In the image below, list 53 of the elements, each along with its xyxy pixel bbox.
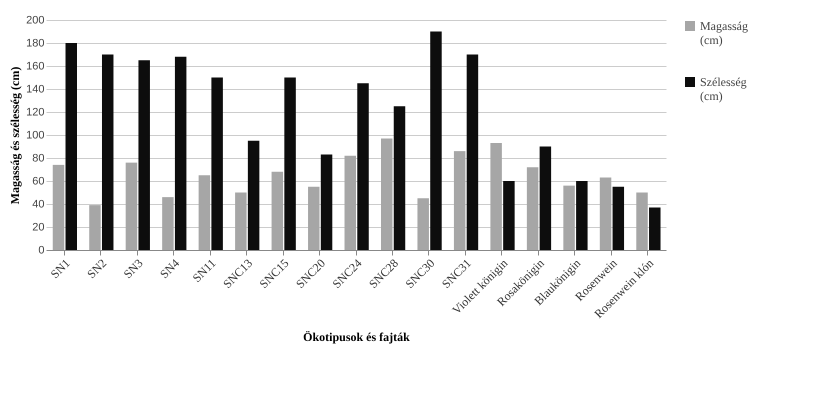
- bar: [540, 146, 552, 250]
- y-tick-label: 160: [26, 60, 44, 72]
- y-tick-label: 120: [26, 106, 44, 118]
- y-tick-label: 60: [32, 176, 44, 188]
- y-tick-label: 140: [26, 84, 44, 96]
- bar: [102, 54, 114, 250]
- y-tick-label: 100: [26, 130, 44, 142]
- bar: [344, 156, 356, 250]
- bar: [454, 151, 466, 250]
- bar: [612, 186, 624, 250]
- bar: [600, 178, 612, 250]
- bar: [52, 164, 64, 250]
- legend-label: Magasság (cm): [700, 19, 748, 47]
- bar: [430, 32, 442, 250]
- bar: [636, 192, 648, 250]
- y-tick-label: 80: [32, 152, 44, 164]
- bar: [320, 154, 332, 250]
- bar: [503, 181, 515, 250]
- y-tick-label: 40: [32, 198, 44, 210]
- bar: [89, 205, 101, 250]
- bar: [563, 186, 575, 250]
- bar: [162, 197, 174, 250]
- bar: [394, 106, 406, 250]
- y-tick-label: 180: [26, 38, 44, 50]
- bar: [211, 78, 223, 250]
- bar: [490, 143, 502, 250]
- bar: [126, 162, 138, 250]
- bar: [174, 56, 186, 250]
- y-tick-label: 200: [26, 14, 44, 26]
- bar: [576, 181, 588, 250]
- bar: [308, 186, 320, 250]
- y-axis-title: Magasság és szélesség (cm): [8, 66, 22, 204]
- y-tick-label: 20: [32, 222, 44, 234]
- bar: [357, 83, 369, 250]
- bar: [66, 43, 77, 250]
- x-axis-title: Ökotipusok és fajták: [303, 330, 410, 344]
- x-tick-label: SN3: [120, 256, 146, 282]
- x-tick-label: SN1: [48, 256, 73, 282]
- bar: [526, 167, 538, 250]
- bar: [380, 138, 392, 250]
- bar: [417, 198, 429, 250]
- bar: [235, 192, 247, 250]
- x-tick-label: SN4: [157, 256, 182, 282]
- bar: [272, 172, 284, 250]
- y-tick-label: 0: [38, 244, 44, 256]
- x-tick-label: SN2: [84, 256, 110, 282]
- bar: [138, 60, 150, 250]
- legend-label: Szélesség (cm): [700, 75, 747, 103]
- bar: [248, 140, 260, 250]
- bar: [466, 54, 478, 250]
- bar: [198, 175, 210, 250]
- bar: [649, 207, 661, 250]
- bar: [284, 78, 296, 250]
